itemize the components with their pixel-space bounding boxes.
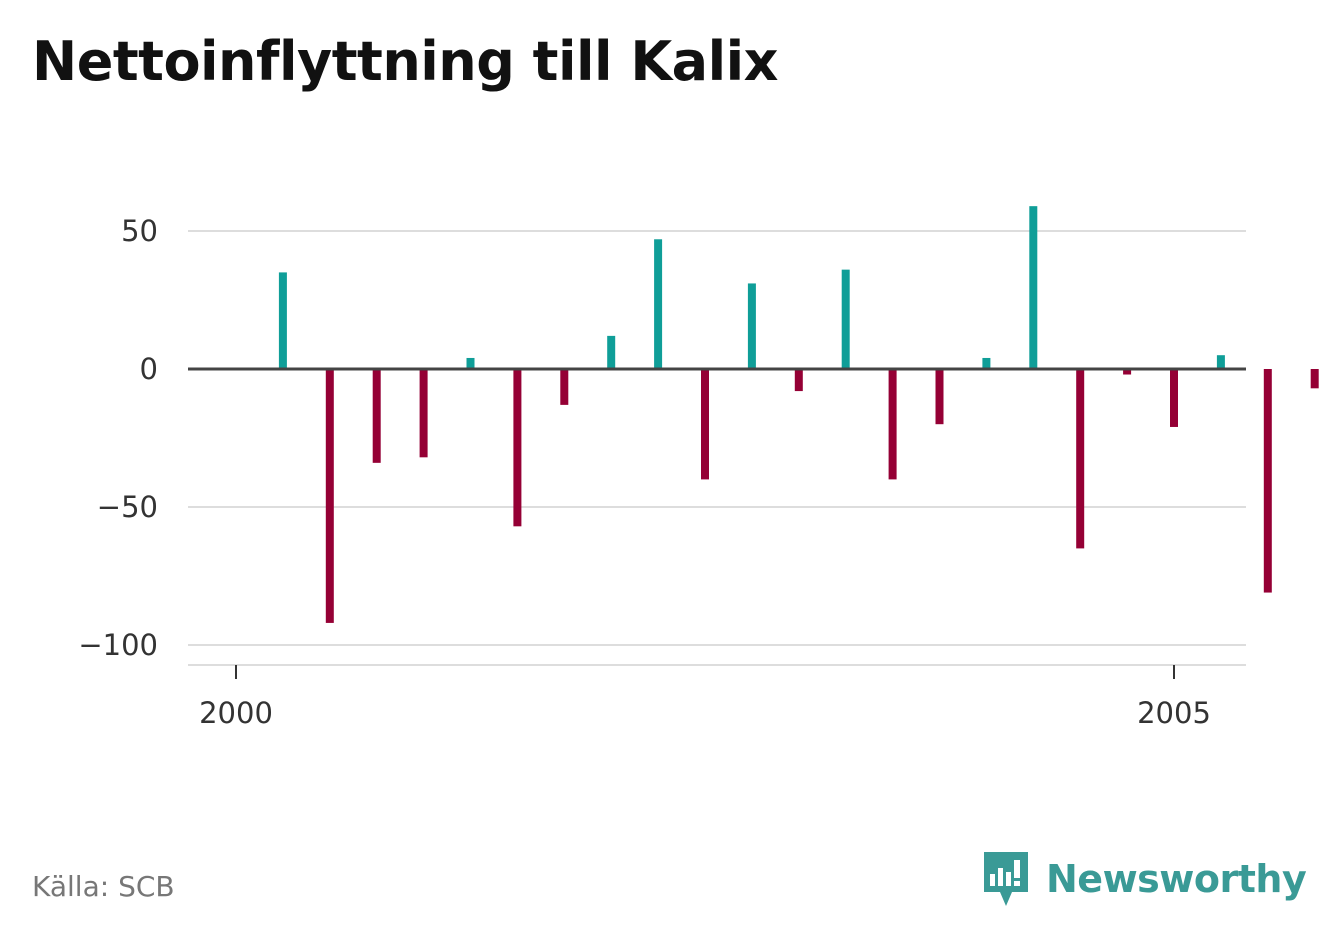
y-tick-label: −100 [78, 628, 158, 662]
bar [747, 283, 756, 369]
bar [1029, 206, 1038, 369]
bars [278, 206, 1319, 623]
axes: 500−50−100200020052010201520202025 [78, 214, 1246, 730]
chart-title: Nettoinflyttning till Kalix [32, 30, 778, 93]
bar [982, 357, 991, 369]
x-tick-label: 2000 [199, 696, 273, 730]
bar [1263, 369, 1272, 593]
grid-lines [188, 230, 1246, 646]
bar [560, 369, 569, 405]
bar [935, 369, 944, 425]
source-label: Källa: SCB [32, 870, 175, 903]
y-tick-label: 50 [121, 214, 158, 248]
bar [325, 369, 334, 623]
bar [654, 239, 663, 369]
bar [794, 369, 803, 392]
bar [888, 369, 897, 480]
bar [607, 335, 616, 369]
bar [419, 369, 428, 458]
brand[interactable]: Newsworthy [980, 848, 1307, 910]
y-tick-label: 0 [140, 352, 158, 386]
brand-name: Newsworthy [1046, 857, 1307, 901]
x-tick-label: 2005 [1137, 696, 1211, 730]
bar [841, 269, 850, 369]
bar [1076, 369, 1085, 549]
bar [513, 369, 522, 527]
bar [1310, 369, 1319, 389]
bar [1170, 369, 1178, 427]
bar [1123, 369, 1132, 375]
bar [701, 369, 709, 480]
newsworthy-logo-icon [984, 852, 1028, 906]
bar [278, 272, 287, 369]
bar [466, 357, 475, 369]
y-tick-label: −50 [97, 490, 158, 524]
bar [372, 369, 381, 463]
bar [1216, 355, 1225, 369]
